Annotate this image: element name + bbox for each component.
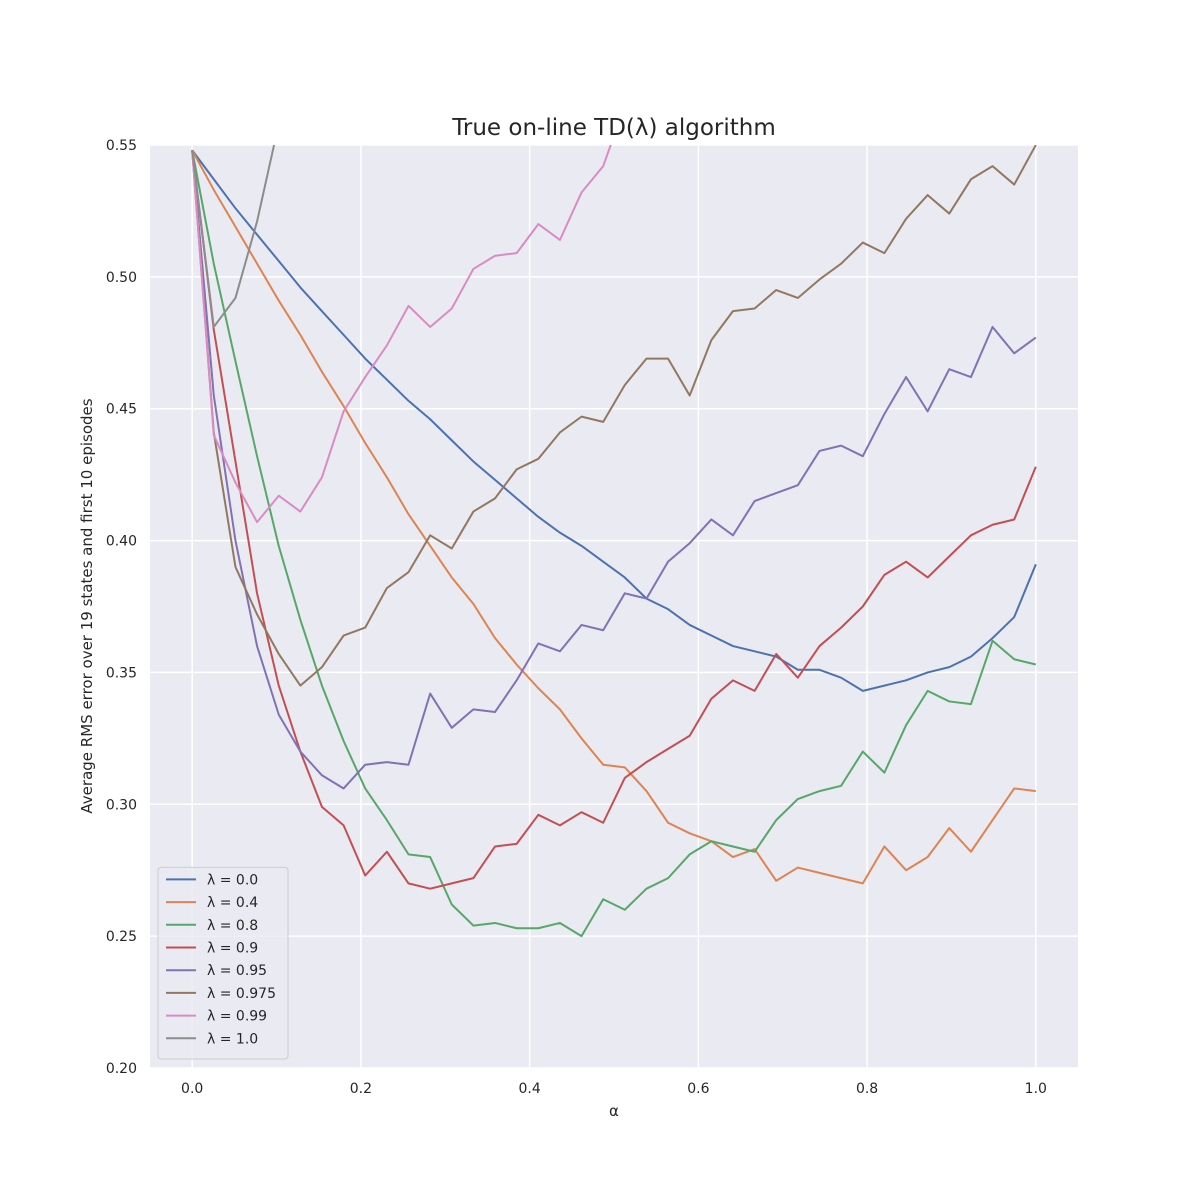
x-tick-label: 0.2 xyxy=(350,1081,372,1097)
series-line xyxy=(191,145,276,328)
x-tick-label: 0.4 xyxy=(519,1081,541,1097)
plot-area xyxy=(150,145,1078,1068)
y-tick-label: 0.45 xyxy=(106,402,137,418)
x-tick-label: 0.8 xyxy=(856,1081,878,1097)
legend-label: λ = 0.8 xyxy=(207,918,258,934)
legend-label: λ = 0.0 xyxy=(207,872,258,888)
y-tick-label: 0.40 xyxy=(106,534,137,550)
y-tick-label: 0.50 xyxy=(106,270,137,286)
legend-label: λ = 0.99 xyxy=(207,1009,267,1025)
x-axis-label: α xyxy=(609,1102,619,1120)
y-tick-label: 0.20 xyxy=(106,1061,137,1077)
legend-label: λ = 0.4 xyxy=(207,895,258,911)
legend-label: λ = 0.95 xyxy=(207,963,267,979)
series-line xyxy=(191,149,1037,692)
x-tick-label: 1.0 xyxy=(1025,1081,1047,1097)
series-line xyxy=(191,150,1037,790)
x-tick-label: 0.0 xyxy=(181,1081,203,1097)
series-line xyxy=(191,150,1037,890)
series-line xyxy=(191,149,1036,885)
legend-label: λ = 1.0 xyxy=(207,1031,258,1047)
y-tick-label: 0.55 xyxy=(106,138,137,154)
legend-label: λ = 0.9 xyxy=(207,941,258,957)
series-line xyxy=(191,145,612,524)
x-tick-label: 0.6 xyxy=(687,1081,709,1097)
legend-box xyxy=(157,866,289,1060)
series-line xyxy=(191,145,1037,687)
y-tick-label: 0.25 xyxy=(106,929,137,945)
series-line xyxy=(191,150,1037,938)
y-tick-label: 0.35 xyxy=(106,665,137,681)
legend-label: λ = 0.975 xyxy=(207,986,276,1002)
chart-title: True on-line TD(λ) algorithm xyxy=(451,115,776,141)
y-tick-label: 0.30 xyxy=(106,797,137,813)
y-axis-label: Average RMS error over 19 states and fir… xyxy=(78,398,96,813)
